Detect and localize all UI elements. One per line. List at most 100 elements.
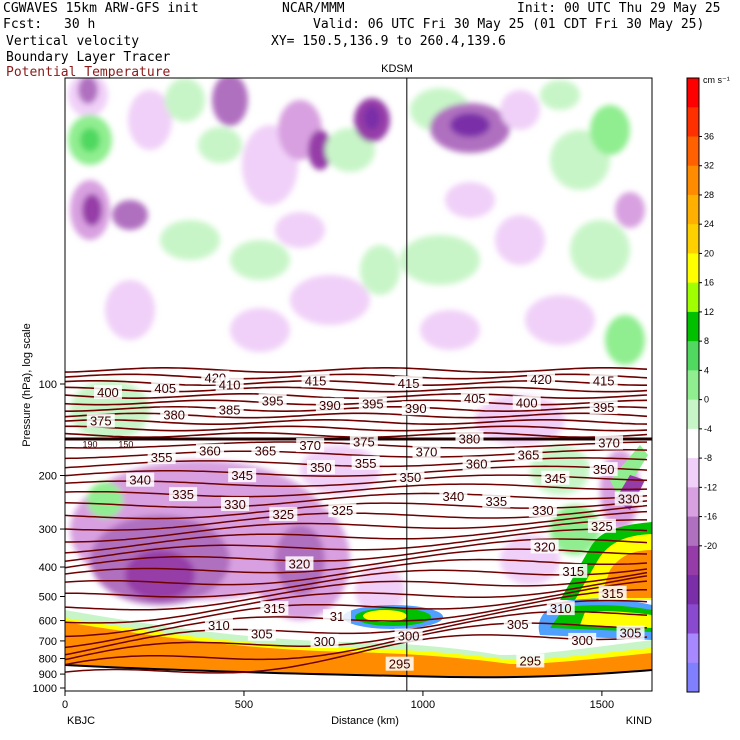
theta-label-bg	[306, 460, 335, 475]
theta-label: 390	[405, 401, 427, 416]
theta-label: 410	[219, 377, 241, 392]
theta-label: 310	[550, 601, 572, 616]
colorbar-swatch	[687, 545, 699, 576]
theta-label-bg	[614, 491, 643, 506]
theta-label-bg	[86, 413, 115, 428]
x-tick-label: 1000	[411, 699, 435, 711]
theta-label-bg	[401, 401, 430, 416]
colorbar-tick-label: 36	[704, 131, 714, 141]
y-tick-label: 1000	[33, 683, 57, 695]
theta-contour	[65, 367, 648, 373]
colorbar-swatch	[687, 224, 699, 254]
theta-label-bg	[349, 434, 378, 449]
field-potential-temperature: Potential Temperature	[6, 65, 171, 80]
y-tick-label: 400	[39, 562, 57, 574]
theta-label-bg	[260, 601, 289, 616]
colorbar-unit: cm s⁻¹	[703, 75, 730, 85]
x-tick-label: 1500	[590, 699, 614, 711]
colorbar: 36 32 28 24 20 16 12 8 4 0 -4 -8 -12 -16 -20	[686, 77, 717, 693]
theta-label-bg	[394, 628, 423, 643]
theta-label-bg	[460, 390, 489, 405]
theta-label-bg	[412, 444, 441, 459]
theta-label: 300	[398, 629, 420, 644]
theta-label: 390	[319, 398, 341, 413]
y-tick-label: 700	[39, 636, 57, 648]
theta-contour	[65, 558, 648, 586]
theta-label-bg	[568, 632, 597, 647]
theta-label: 395	[362, 397, 384, 412]
theta-label-bg	[204, 617, 233, 632]
theta-label-bg	[296, 438, 325, 453]
theta-label: 350	[310, 460, 332, 475]
theta-label-bg	[587, 518, 616, 533]
colorbar-swatch	[687, 516, 699, 547]
y-tick-label: 500	[39, 591, 57, 603]
theta-label-bg	[455, 431, 484, 446]
colorbar-swatch	[687, 428, 699, 459]
theta-label-bg	[512, 395, 541, 410]
theta-label: 360	[466, 457, 488, 472]
field-boundary-layer: Boundary Layer Tracer	[6, 50, 171, 65]
colorbar-swatch	[687, 165, 699, 196]
theta-label: 395	[262, 393, 284, 408]
colorbar-swatch	[687, 604, 699, 635]
theta-label: 350	[593, 462, 615, 477]
colorbar-tick-label: 24	[704, 219, 714, 229]
theta-contour	[65, 393, 648, 399]
theta-label: 355	[355, 456, 377, 471]
theta-label: 325	[272, 507, 294, 522]
y-tick-label: 800	[39, 654, 57, 666]
theta-label: 345	[545, 471, 567, 486]
xy-range: XY= 150.5,136.9 to 260.4,139.6	[271, 34, 506, 49]
theta-label-bg	[215, 402, 244, 417]
y-tick-label: 200	[39, 471, 57, 483]
theta-label: 335	[485, 494, 507, 509]
theta-label-bg	[269, 507, 298, 522]
colorbar-tick-label: 32	[704, 161, 714, 171]
theta-label: 315	[562, 564, 584, 579]
colorbar-swatch	[687, 253, 699, 284]
theta-contour	[65, 538, 648, 569]
theta-label-bg	[169, 487, 198, 502]
theta-label: 31	[330, 609, 344, 624]
y-axis: 100 200 300 400 500 600 700 800 900 1000	[33, 379, 65, 695]
x-axis-label: Distance (km)	[331, 715, 399, 727]
theta-label: 325	[591, 519, 613, 534]
theta-label: 330	[532, 503, 554, 518]
theta-label-bg	[351, 455, 380, 470]
theta-label: 400	[97, 385, 119, 400]
y-tick-label: 900	[39, 669, 57, 681]
colorbar-swatch	[687, 136, 699, 167]
model-title: CGWAVES 15km ARW-GFS init	[3, 1, 199, 16]
theta-label-bg	[394, 376, 423, 390]
theta-contour	[65, 483, 648, 498]
theta-label-bg	[301, 373, 330, 388]
theta-contour	[65, 465, 648, 477]
theta-contour	[65, 419, 648, 425]
theta-label: 365	[518, 448, 540, 463]
y-tick-label: 600	[39, 616, 57, 628]
colorbar-tick-label: 0	[704, 395, 709, 405]
theta-label: 380	[163, 408, 185, 423]
theta-label: 315	[602, 586, 624, 601]
theta-label: 305	[507, 617, 529, 632]
theta-label: 350	[400, 470, 422, 485]
colorbar-tick-label: 20	[704, 248, 714, 258]
y-tick-label: 300	[39, 524, 57, 536]
x-tick-label: 500	[235, 699, 253, 711]
theta-contour	[65, 634, 648, 674]
colorbar-swatch	[687, 633, 699, 664]
theta-label: 340	[442, 489, 464, 504]
colorbar-tick-label: -20	[704, 541, 717, 551]
colorbar-swatch	[687, 399, 699, 430]
colorbar-swatch	[687, 487, 699, 518]
colorbar-swatch	[687, 662, 699, 693]
colorbar-swatch	[687, 78, 699, 108]
theta-label-bg	[527, 371, 556, 386]
theta-label: 315	[264, 601, 286, 616]
theta-label: 370	[299, 438, 321, 453]
colorbar-tick-label: -12	[704, 482, 717, 492]
theta-label: 325	[332, 503, 354, 518]
